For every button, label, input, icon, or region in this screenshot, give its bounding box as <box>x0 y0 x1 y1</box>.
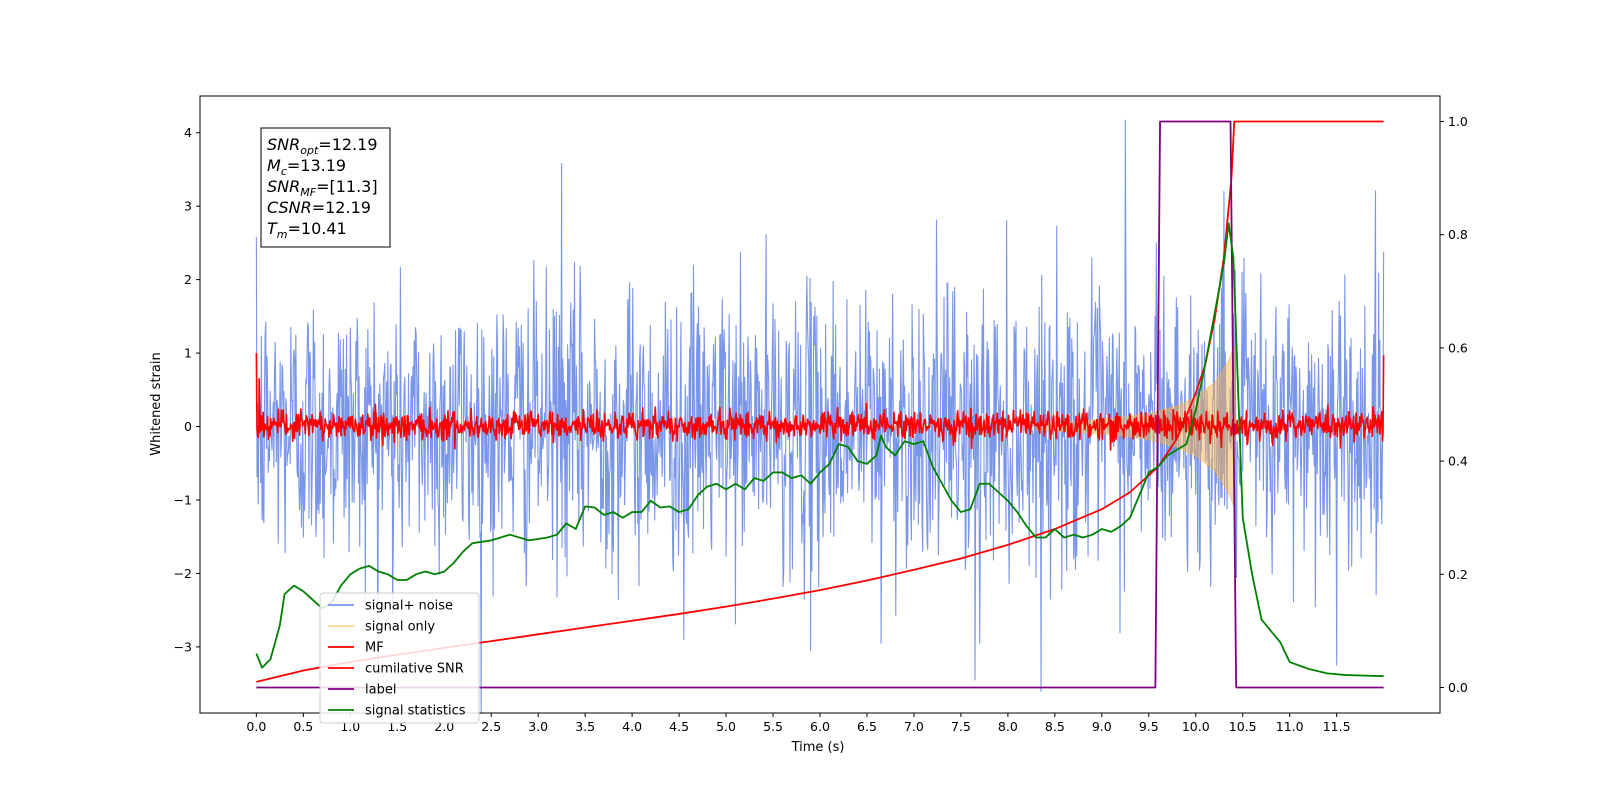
annotation-line: Tm=10.41 <box>267 219 347 241</box>
x-tick-label: 5.0 <box>716 719 736 734</box>
y-tick-label: 1 <box>184 346 192 361</box>
x-tick-label: 7.5 <box>951 719 971 734</box>
x-tick-label: 4.0 <box>622 719 642 734</box>
x-tick-label: 11.5 <box>1323 719 1351 734</box>
x-tick-label: 4.5 <box>669 719 689 734</box>
x-tick-label: 8.5 <box>1045 719 1065 734</box>
x-tick-label: 3.0 <box>528 719 548 734</box>
x-tick-label: 10.5 <box>1229 719 1257 734</box>
x-axis-label: Time (s) <box>791 740 845 755</box>
y-tick-label: 4 <box>184 125 192 140</box>
y-right-tick-label: 1.0 <box>1448 114 1468 129</box>
legend-label-label: label <box>365 683 396 698</box>
y-axis-right: 1.0 0.8 0.6 0.4 0.2 0.0 <box>1440 114 1468 695</box>
x-tick-label: 11.0 <box>1276 719 1304 734</box>
y-right-tick-label: 0.4 <box>1448 454 1468 469</box>
legend-label-mf: MF <box>365 641 384 656</box>
series-signal-noise <box>255 119 1385 713</box>
legend-label-signal-noise: signal+ noise <box>365 599 453 614</box>
legend-label-cumilative-snr: cumilative SNR <box>365 662 464 677</box>
y-tick-label: 0 <box>184 419 192 434</box>
y-right-tick-label: 0.2 <box>1448 567 1468 582</box>
y-tick-label: −1 <box>174 492 192 507</box>
x-tick-label: 9.0 <box>1092 719 1112 734</box>
annotation-line: SNRopt=12.19 <box>267 135 378 157</box>
x-tick-label: 9.5 <box>1139 719 1159 734</box>
x-tick-label: 0.5 <box>293 719 313 734</box>
annotation-line: Mc=13.19 <box>267 156 346 178</box>
x-tick-label: 10.0 <box>1182 719 1210 734</box>
legend-label-signal-statistics: signal statistics <box>365 704 466 719</box>
y-tick-label: 3 <box>184 199 192 214</box>
y-axis-left: 4 3 2 1 0 −1 −2 −3 <box>174 125 200 654</box>
x-tick-label: 6.5 <box>857 719 877 734</box>
series-label <box>256 120 1384 689</box>
x-tick-label: 8.0 <box>998 719 1018 734</box>
y-axis-label: Whitened strain <box>149 352 164 455</box>
x-tick-label: 6.0 <box>810 719 830 734</box>
legend-frame <box>319 592 480 724</box>
series-mf <box>255 353 1385 451</box>
y-tick-label: −3 <box>174 639 192 654</box>
annotation-line: CSNR=12.19 <box>267 198 371 217</box>
series-signal-statistics <box>255 222 1384 678</box>
y-right-tick-label: 0.6 <box>1448 340 1468 355</box>
legend-label-signal-only: signal only <box>365 620 435 635</box>
x-tick-label: 3.5 <box>575 719 595 734</box>
x-tick-label: 0.0 <box>246 719 266 734</box>
y-right-tick-label: 0.0 <box>1448 680 1468 695</box>
y-right-tick-label: 0.8 <box>1448 227 1468 242</box>
annotation-frame <box>260 127 391 248</box>
x-tick-label: 2.5 <box>481 719 501 734</box>
x-tick-label: 7.0 <box>904 719 924 734</box>
x-tick-label: 5.5 <box>763 719 783 734</box>
y-tick-label: −2 <box>174 566 192 581</box>
y-tick-label: 2 <box>184 272 192 287</box>
annotation-box: SNRopt=12.19Mc=13.19SNRMF=[11.3]CSNR=12.… <box>260 127 391 248</box>
legend: signal+ noise signal only MF cumilative SNR… <box>319 592 480 724</box>
annotation-line: SNRMF=[11.3] <box>267 177 378 199</box>
